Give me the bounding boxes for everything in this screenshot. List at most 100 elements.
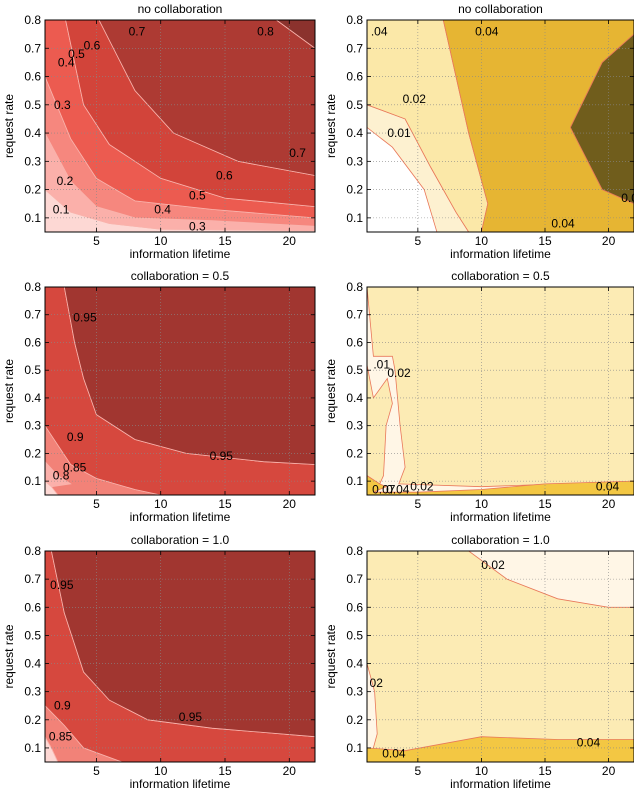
contour-label: 02 xyxy=(370,676,384,690)
x-axis-label: information lifetime xyxy=(450,510,551,524)
x-tick-label: 10 xyxy=(154,764,168,778)
x-tick-label: 10 xyxy=(475,497,489,511)
y-axis-label: request rate xyxy=(324,94,338,158)
contour-band xyxy=(367,663,378,762)
y-tick-label: 0.8 xyxy=(346,544,363,558)
y-tick-label: 0.6 xyxy=(24,70,41,84)
y-tick-label: 0.6 xyxy=(24,335,41,349)
contour-label: 0.85 xyxy=(49,730,73,744)
contour-label: 0.6 xyxy=(216,168,233,182)
contour-label: 0.07 xyxy=(372,482,396,496)
y-tick-label: 0.7 xyxy=(24,308,41,322)
axes-frame xyxy=(44,550,316,763)
contour-label: 0.6 xyxy=(84,38,101,52)
x-axis-label: information lifetime xyxy=(130,247,231,261)
y-tick-label: 0.2 xyxy=(24,183,41,197)
y-tick-label: 0.5 xyxy=(24,98,41,112)
x-tick-label: 5 xyxy=(93,764,100,778)
contour-label: 0.95 xyxy=(73,311,97,325)
x-tick-label: 20 xyxy=(283,234,297,248)
y-tick-label: 0.4 xyxy=(24,391,41,405)
contour-field xyxy=(367,551,634,762)
chart-title: no collaboration xyxy=(138,2,223,16)
contour-label: 0.9 xyxy=(67,430,84,444)
contour-label: 0.5 xyxy=(189,188,206,202)
contour-band xyxy=(569,33,634,205)
y-axis-label: request rate xyxy=(2,94,16,158)
y-tick-label: 0.5 xyxy=(346,628,363,642)
contour-field xyxy=(45,551,315,762)
y-tick-label: 0.5 xyxy=(24,363,41,377)
axes-frame xyxy=(366,19,634,233)
contour-label: 0.95 xyxy=(179,710,203,724)
contour-label: 0.02 xyxy=(387,366,411,380)
contour-label: 0.01 xyxy=(387,126,411,140)
contour-band xyxy=(442,20,634,232)
contour-label: .01 xyxy=(373,358,390,372)
x-tick-label: 20 xyxy=(602,764,616,778)
contour-field xyxy=(45,20,315,232)
x-tick-label: 20 xyxy=(283,764,297,778)
y-tick-label: 0.1 xyxy=(24,211,41,225)
contour-label: 0.9 xyxy=(54,699,71,713)
y-tick-label: 0.3 xyxy=(346,685,363,699)
chart-panel-5: 0.95 0.9 0.95 0.85 5 10 15 20 0.1 0.2 0.3 0.4 0.5 0.6… xyxy=(2,533,316,791)
y-tick-label: 0.3 xyxy=(346,419,363,433)
y-tick-label: 0.4 xyxy=(346,126,363,140)
y-tick-label: 0.3 xyxy=(24,419,41,433)
y-tick-label: 0.3 xyxy=(346,154,363,168)
x-tick-label: 20 xyxy=(602,497,616,511)
x-tick-label: 5 xyxy=(93,234,100,248)
x-tick-label: 5 xyxy=(415,497,422,511)
chart-panel-3: 0.950.90.950.850.85 10 15 200.10.20.30.40.5… xyxy=(2,269,316,524)
chart-title: collaboration = 1.0 xyxy=(451,533,550,547)
contour-label: 0.02 xyxy=(481,558,505,572)
axes-frame xyxy=(366,286,634,496)
x-axis-label: information lifetime xyxy=(130,777,231,791)
contour-field xyxy=(45,287,315,495)
axes-frame xyxy=(44,286,316,496)
contour-label: 0.8 xyxy=(257,24,274,38)
y-tick-label: 0.7 xyxy=(346,308,363,322)
contour-field xyxy=(367,20,634,232)
y-axis-label: request rate xyxy=(2,359,16,423)
x-tick-label: 5 xyxy=(415,234,422,248)
x-tick-label: 10 xyxy=(154,234,168,248)
y-tick-label: 0.6 xyxy=(346,600,363,614)
y-tick-label: 0.4 xyxy=(24,657,41,671)
y-tick-label: 0.8 xyxy=(346,13,363,27)
y-axis-label: request rate xyxy=(324,624,338,688)
chart-panel-4: .010.020.070.04 0.02 0.045 10 15 200.10.20.30… xyxy=(324,269,634,524)
contour-label: 0.4 xyxy=(154,202,171,216)
chart-panel-2: .04 0.04 0.02 0.01 0.04 0.07 5 10 15 20 0.1 0.2 0.3 0… xyxy=(324,2,634,261)
x-axis-label: information lifetime xyxy=(130,510,231,524)
contour-label: 0.02 xyxy=(403,92,427,106)
chart-title: no collaboration xyxy=(458,2,543,16)
x-tick-label: 10 xyxy=(475,234,489,248)
y-tick-label: 0.7 xyxy=(346,41,363,55)
contour-label: 0.3 xyxy=(54,98,71,112)
x-tick-label: 10 xyxy=(154,497,168,511)
contour-label: 0.1 xyxy=(53,202,70,216)
y-tick-label: 0.4 xyxy=(346,657,363,671)
contour-label: 0.04 xyxy=(475,24,499,38)
y-tick-label: 0.1 xyxy=(346,741,363,755)
chart-title: collaboration = 0.5 xyxy=(131,269,230,283)
x-tick-label: 20 xyxy=(602,234,616,248)
contour-label: 0.7 xyxy=(289,146,306,160)
x-axis-label: information lifetime xyxy=(450,247,551,261)
y-tick-label: 0.8 xyxy=(24,280,41,294)
y-tick-label: 0.7 xyxy=(24,41,41,55)
x-tick-label: 10 xyxy=(475,764,489,778)
y-tick-label: 0.3 xyxy=(24,154,41,168)
x-axis-label: information lifetime xyxy=(450,777,551,791)
contour-label: 0.3 xyxy=(189,219,206,233)
contour-band xyxy=(367,287,634,488)
contour-label: .04 xyxy=(371,24,388,38)
contour-label: 0.04 xyxy=(386,482,410,496)
y-tick-label: 0.1 xyxy=(346,474,363,488)
x-tick-label: 15 xyxy=(538,234,552,248)
contour-label: 0.02 xyxy=(410,480,434,494)
contour-band xyxy=(275,20,315,49)
